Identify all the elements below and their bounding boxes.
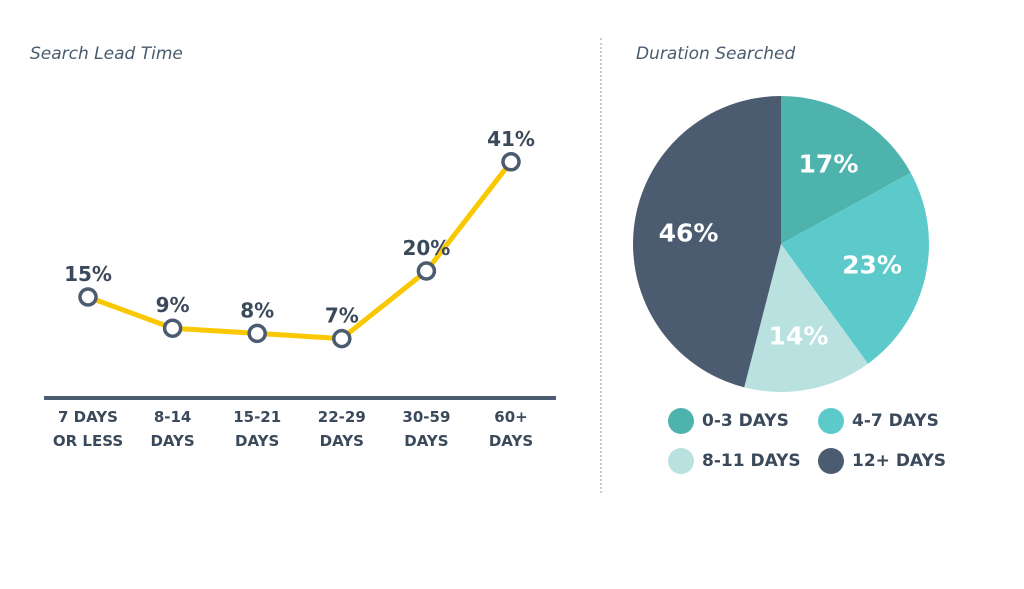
pie-slice-label: 23%: [842, 250, 902, 279]
data-label: 7%: [325, 304, 359, 328]
data-point: [501, 152, 521, 172]
data-point: [332, 328, 352, 349]
legend-item-0-3-days: 0-3 DAYS: [668, 408, 818, 434]
x-tick-label: DAYS: [489, 432, 533, 450]
legend-swatch: [818, 448, 844, 474]
data-point: [162, 318, 183, 338]
legend-label: 4-7 DAYS: [852, 411, 939, 431]
x-tick-label: DAYS: [404, 432, 448, 450]
pie-chart-title: Duration Searched: [636, 44, 796, 64]
legend-label: 0-3 DAYS: [702, 411, 789, 431]
x-tick-label: DAYS: [235, 432, 279, 450]
x-tick-label: 7 DAYS: [58, 408, 118, 426]
data-point: [247, 323, 267, 344]
x-tick-label: DAYS: [320, 432, 364, 450]
pie-legend: 0-3 DAYS 4-7 DAYS 8-11 DAYS 12+ DAYS: [668, 408, 968, 474]
legend-label: 8-11 DAYS: [702, 451, 801, 471]
pie-slice-label: 46%: [659, 218, 719, 247]
line-chart: 15% 9% 8% 7% 20% 41% 7 DAYS OR LESS 8-14 DAYS 15-2…: [44, 127, 556, 450]
x-tick-label: 15-21: [233, 408, 281, 426]
legend-label: 12+ DAYS: [852, 451, 947, 471]
legend-item-4-7-days: 4-7 DAYS: [818, 408, 968, 434]
data-label: 8%: [240, 298, 274, 322]
data-point: [78, 287, 98, 307]
pie-slice: [744, 244, 868, 392]
pie-slice: [781, 96, 911, 244]
pie-slice: [633, 96, 781, 388]
x-tick-label: 8-14: [154, 408, 192, 426]
panel-divider: [600, 38, 602, 493]
data-label: 41%: [487, 127, 535, 151]
data-label: 20%: [402, 236, 450, 260]
pie-chart: 17% 23% 14% 46%: [633, 96, 929, 392]
legend-swatch: [668, 408, 694, 434]
x-tick-label: OR LESS: [53, 432, 123, 450]
pie-slice: [781, 172, 929, 364]
series-line: [85, 159, 514, 342]
legend-item-12-plus-days: 12+ DAYS: [818, 448, 968, 474]
line-chart-title: Search Lead Time: [30, 44, 183, 64]
data-label: 15%: [64, 262, 112, 286]
x-tick-label: 22-29: [318, 408, 366, 426]
legend-swatch: [818, 408, 844, 434]
pie-slice-label: 17%: [799, 150, 859, 179]
x-tick-label: 30-59: [402, 408, 450, 426]
x-tick-label: DAYS: [150, 432, 194, 450]
data-label: 9%: [156, 293, 190, 317]
x-tick-label: 60+: [494, 408, 527, 426]
data-point: [416, 261, 437, 281]
legend-swatch: [668, 448, 694, 474]
legend-item-8-11-days: 8-11 DAYS: [668, 448, 818, 474]
pie-slice-label: 14%: [769, 322, 829, 351]
